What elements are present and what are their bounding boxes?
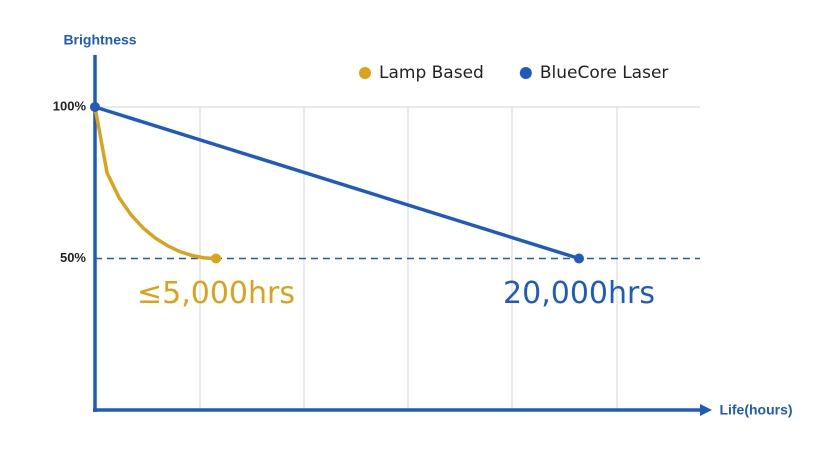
line: [93, 106, 217, 261]
point: [90, 102, 100, 112]
x-axis-arrow: [700, 404, 712, 416]
end-label: 20,000hrs: [503, 276, 655, 311]
y-tick-label: 100%: [53, 98, 87, 113]
x-axis-title: Life(hours): [719, 402, 792, 418]
legend-marker: [519, 67, 532, 79]
legend-label: Lamp Based: [379, 63, 484, 83]
point: [574, 253, 584, 264]
point: [211, 253, 221, 264]
legend-marker: [359, 67, 371, 79]
y-axis-title: Brightness: [63, 32, 136, 48]
line: [94, 105, 580, 261]
legend-label: BlueCore Laser: [540, 63, 669, 83]
y-tick-label: 50%: [60, 250, 86, 265]
end-label: ≤5,000hrs: [137, 276, 295, 311]
